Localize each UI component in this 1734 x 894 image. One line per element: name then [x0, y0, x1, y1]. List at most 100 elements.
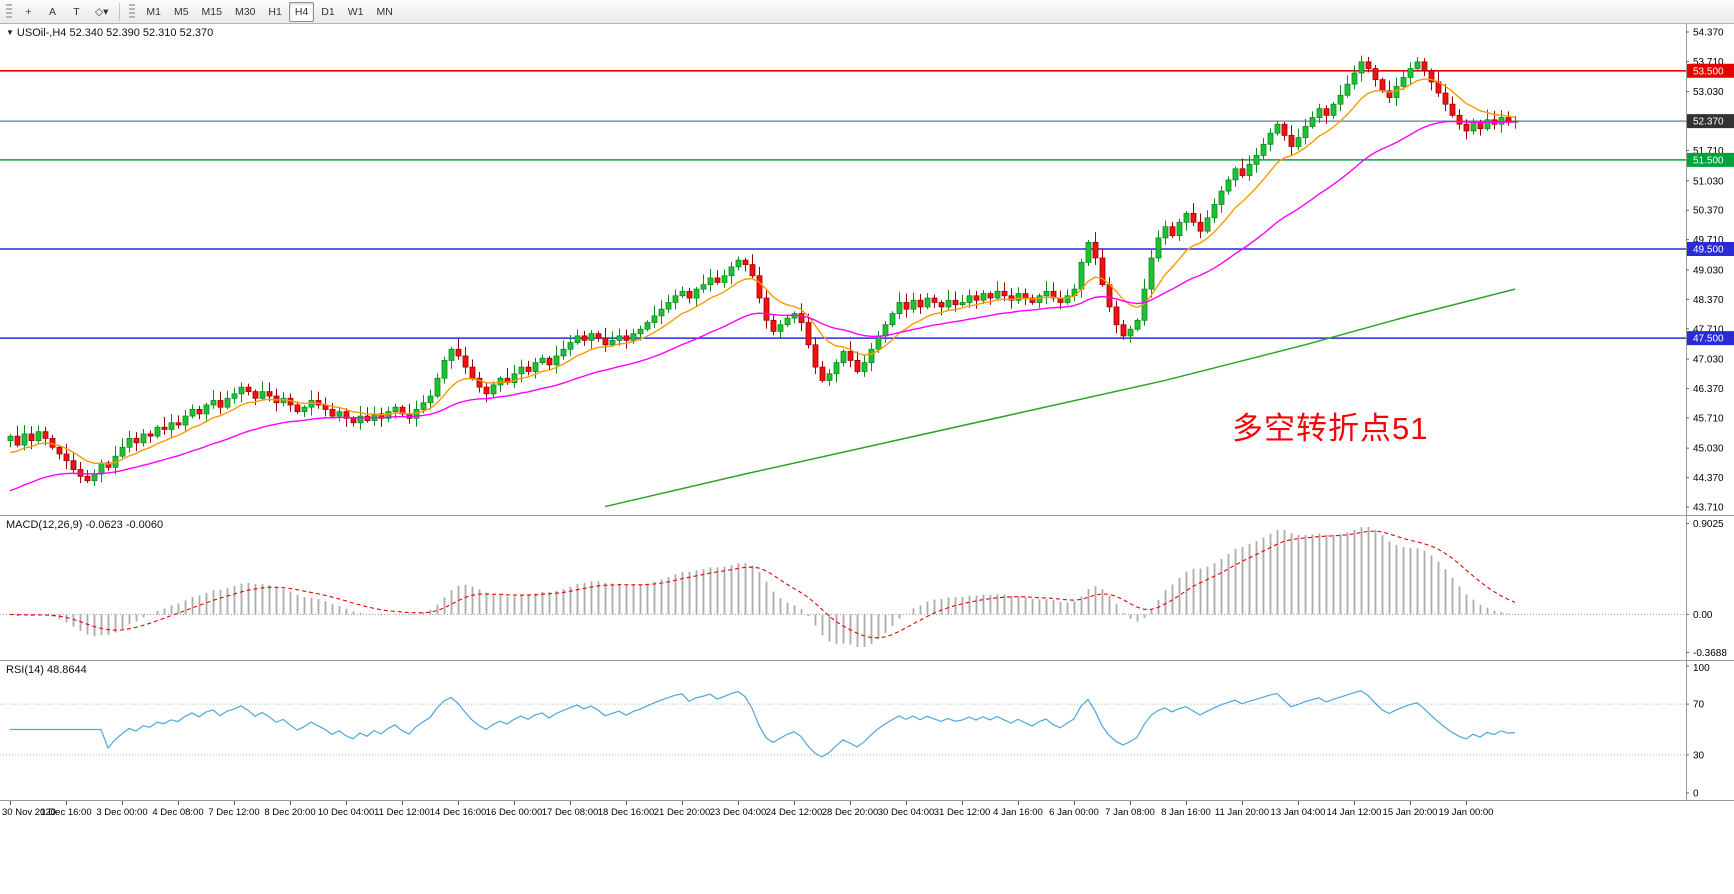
time-tick: [514, 801, 515, 805]
time-axis-label: 11 Jan 20:00: [1214, 807, 1270, 818]
macd-chart-canvas[interactable]: 0.9025 0.00 -0.3688: [0, 516, 1734, 660]
text-label-button[interactable]: T: [65, 2, 88, 22]
time-axis-label: 30 Dec 04:00: [877, 807, 935, 818]
time-axis[interactable]: 30 Nov 2020 1 Dec 16:00 3 Dec 00:00 4 Dec 0…: [0, 800, 1734, 822]
toolbar-separator: [119, 2, 121, 21]
rsi-chart-canvas[interactable]: 100 70 30 0: [0, 661, 1734, 800]
rsi-level-lines: [0, 703, 1686, 756]
time-tick: [570, 801, 571, 805]
svg-text:47.030: 47.030: [1693, 355, 1724, 366]
ma-slow-line: [604, 288, 1516, 508]
time-axis-label: 19 Jan 00:00: [1438, 807, 1494, 818]
time-axis-label: 4 Dec 08:00: [152, 807, 204, 818]
macd-signal-line: [9, 530, 1516, 639]
svg-text:54.370: 54.370: [1693, 28, 1724, 39]
time-tick: [1186, 801, 1187, 805]
chart-dropdown-icon[interactable]: ▼: [6, 28, 14, 37]
rsi-line: [10, 690, 1516, 758]
svg-text:49.710: 49.710: [1693, 235, 1724, 246]
rsi-indicator-panel: 100 70 30 0 RSI(14) 48.8644: [0, 660, 1734, 800]
time-axis-label: 16 Dec 00:00: [485, 807, 543, 818]
drawing-tools-group: + A T ◇▾: [17, 2, 114, 22]
text-annotation-button[interactable]: A: [41, 2, 64, 22]
timeframe-button-w1[interactable]: W1: [342, 2, 370, 22]
time-axis-label: 4 Jan 16:00: [993, 807, 1043, 818]
svg-text:49.500: 49.500: [1693, 245, 1724, 256]
chart-annotation-text[interactable]: 多空转折点51: [1232, 411, 1429, 446]
time-tick: [850, 801, 851, 805]
macd-histogram: [16, 527, 1517, 647]
time-tick: [122, 801, 123, 805]
timeframe-button-m30[interactable]: M30: [229, 2, 261, 22]
shapes-dropdown-button[interactable]: ◇▾: [89, 2, 114, 22]
svg-text:47.710: 47.710: [1693, 324, 1724, 335]
time-tick: [178, 801, 179, 805]
time-axis-label: 3 Dec 00:00: [96, 807, 148, 818]
time-axis-label: 6 Jan 00:00: [1049, 807, 1099, 818]
time-tick: [346, 801, 347, 805]
time-axis-label: 1 Dec 16:00: [40, 807, 92, 818]
time-tick: [1130, 801, 1131, 805]
time-axis-label: 31 Dec 12:00: [933, 807, 991, 818]
crosshair-button[interactable]: +: [17, 2, 40, 22]
toolbar-grip[interactable]: [6, 3, 12, 20]
time-axis-label: 30 Nov 2020: [2, 807, 56, 818]
time-tick: [738, 801, 739, 805]
svg-text:51.500: 51.500: [1693, 155, 1724, 166]
rsi-title: RSI(14) 48.8644: [6, 664, 87, 676]
timeframe-button-m15[interactable]: M15: [196, 2, 228, 22]
chart-title-text: USOil-,H4 52.340 52.390 52.310 52.370: [16, 27, 214, 39]
rsi-axis: 100 70 30 0: [1686, 661, 1710, 800]
price-chart-canvas[interactable]: 54.370 53.710 53.030 52.370 51.710 51.030 50.3…: [0, 24, 1734, 515]
svg-text:100: 100: [1693, 663, 1710, 674]
ma-fast-line: [9, 78, 1516, 465]
svg-text:0.00: 0.00: [1693, 610, 1713, 621]
svg-text:50.370: 50.370: [1693, 206, 1724, 217]
timeframe-button-d1[interactable]: D1: [315, 2, 340, 22]
timeframe-button-m5[interactable]: M5: [168, 2, 195, 22]
chart-title: ▼ USOil-,H4 52.340 52.390 52.310 52.370: [6, 27, 213, 39]
timeframe-button-h4[interactable]: H4: [288, 1, 315, 22]
time-tick: [682, 801, 683, 805]
svg-text:0.9025: 0.9025: [1693, 519, 1724, 530]
time-axis-label: 11 Dec 12:00: [374, 807, 430, 818]
time-axis-label: 13 Jan 04:00: [1270, 807, 1326, 818]
svg-text:52.370: 52.370: [1693, 117, 1724, 128]
svg-text:44.370: 44.370: [1693, 473, 1724, 484]
time-tick: [1410, 801, 1411, 805]
svg-text:45.710: 45.710: [1693, 413, 1724, 424]
time-axis-label: 21 Dec 20:00: [653, 807, 711, 818]
time-tick: [402, 801, 403, 805]
time-axis-label: 18 Dec 16:00: [597, 807, 655, 818]
time-tick: [1018, 801, 1019, 805]
svg-text:53.500: 53.500: [1693, 66, 1724, 77]
time-tick: [10, 801, 11, 805]
time-tick: [626, 801, 627, 805]
time-tick: [458, 801, 459, 805]
svg-text:-0.3688: -0.3688: [1693, 648, 1727, 659]
timeframe-button-m1[interactable]: M1: [140, 2, 167, 22]
timeframe-button-h1[interactable]: H1: [262, 2, 287, 22]
ma-medium-line: [9, 120, 1516, 492]
price-axis: 54.370 53.710 53.030 52.370 51.710 51.030 50.3…: [1686, 24, 1734, 515]
time-tick: [1074, 801, 1075, 805]
svg-text:0: 0: [1693, 789, 1699, 800]
svg-text:49.030: 49.030: [1693, 265, 1724, 276]
time-tick: [1354, 801, 1355, 805]
svg-text:53.710: 53.710: [1693, 57, 1724, 68]
time-tick: [906, 801, 907, 805]
time-axis-label: 8 Dec 20:00: [264, 807, 316, 818]
time-axis-label: 28 Dec 20:00: [821, 807, 879, 818]
macd-axis: 0.9025 0.00 -0.3688: [1686, 516, 1727, 660]
empty-area: [0, 822, 1734, 894]
time-axis-label: 10 Dec 04:00: [317, 807, 375, 818]
timeframe-toolbar-grip[interactable]: [129, 3, 136, 20]
macd-title: MACD(12,26,9) -0.0623 -0.0060: [6, 519, 164, 531]
time-axis-label: 24 Dec 12:00: [765, 807, 823, 818]
svg-text:46.370: 46.370: [1693, 384, 1724, 395]
svg-text:70: 70: [1693, 700, 1705, 711]
svg-text:53.030: 53.030: [1693, 87, 1724, 98]
timeframe-button-mn[interactable]: MN: [370, 2, 398, 22]
time-tick: [962, 801, 963, 805]
time-axis-label: 7 Jan 08:00: [1105, 807, 1155, 818]
